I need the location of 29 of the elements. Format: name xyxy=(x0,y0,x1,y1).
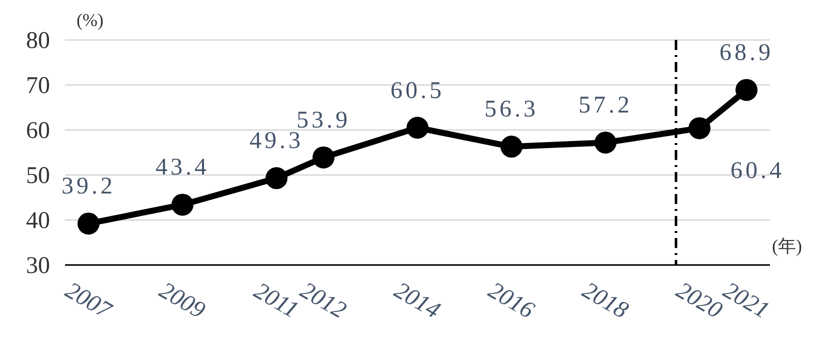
y-tick-label: 30 xyxy=(26,253,50,279)
x-tick-label: 2009 xyxy=(154,278,210,324)
x-tick-label: 2016 xyxy=(484,278,538,324)
data-label: 60.4 xyxy=(730,158,784,184)
x-axis-title: (年) xyxy=(772,236,802,256)
y-axis-title: (%) xyxy=(76,10,104,30)
data-label: 60.5 xyxy=(390,78,444,104)
data-label: 56.3 xyxy=(484,96,538,123)
point xyxy=(266,167,288,190)
x-tick-label: 2007 xyxy=(60,278,116,325)
point xyxy=(78,212,100,235)
y-tick-label: 40 xyxy=(26,208,50,234)
data-label: 43.4 xyxy=(156,154,210,181)
x-tick-label: 2018 xyxy=(578,278,632,324)
y-tick-label: 50 xyxy=(26,163,50,189)
data-label: 39.2 xyxy=(62,174,116,200)
point xyxy=(594,132,616,154)
x-tick-label: 2014 xyxy=(390,278,444,324)
point xyxy=(312,146,334,168)
point xyxy=(406,116,428,139)
point xyxy=(172,194,194,216)
y-tick-label: 70 xyxy=(26,73,50,99)
y-tick-label: 80 xyxy=(26,28,50,54)
point xyxy=(736,78,758,101)
data-label: 57.2 xyxy=(578,92,632,119)
data-label: 68.9 xyxy=(720,40,774,66)
point xyxy=(500,136,522,158)
point xyxy=(688,117,710,140)
y-tick-label: 60 xyxy=(26,118,50,144)
